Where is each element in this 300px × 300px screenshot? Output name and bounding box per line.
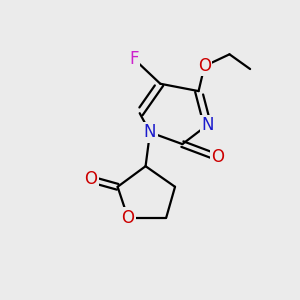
Text: N: N [201, 116, 214, 134]
Text: N: N [144, 123, 156, 141]
Text: F: F [129, 50, 139, 68]
Text: O: O [211, 148, 224, 166]
Text: O: O [198, 57, 211, 75]
Text: O: O [122, 209, 134, 227]
Text: O: O [85, 170, 98, 188]
